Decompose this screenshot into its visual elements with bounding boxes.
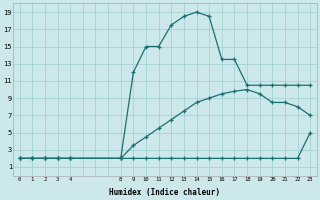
X-axis label: Humidex (Indice chaleur): Humidex (Indice chaleur) bbox=[109, 188, 220, 197]
